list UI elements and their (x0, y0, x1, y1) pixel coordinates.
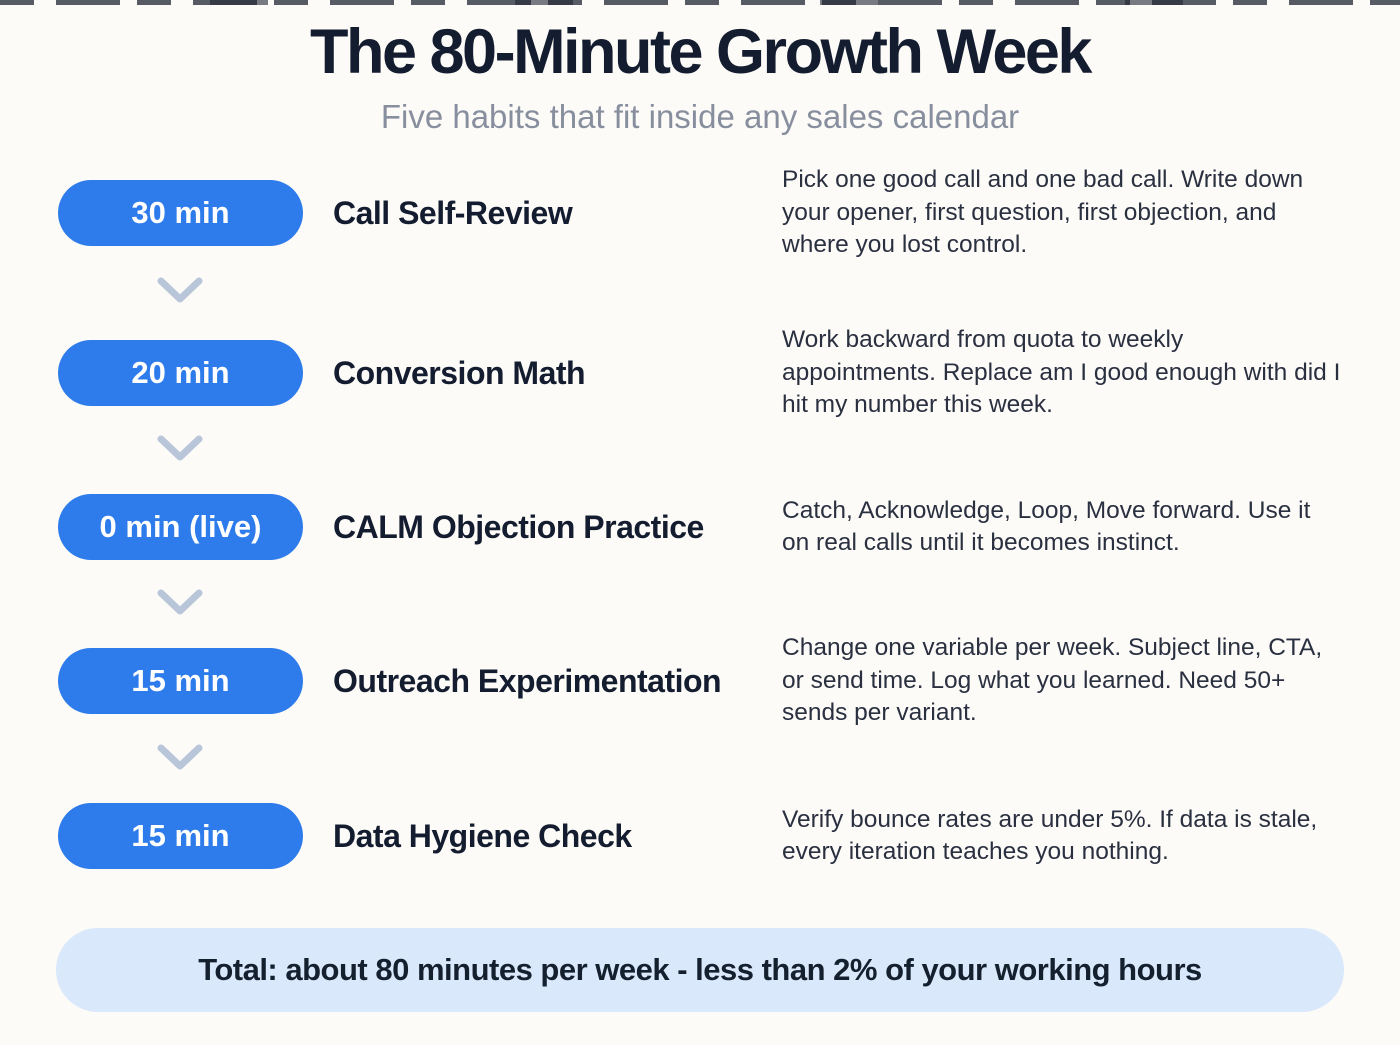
habit-description: Catch, Acknowledge, Loop, Move forward. … (782, 496, 1311, 557)
duration-pill: 30 min (58, 180, 303, 246)
habit-title: Outreach Experimentation (333, 662, 722, 699)
habit-description: Change one variable per week. Subject li… (782, 634, 1323, 727)
top-edge-artifact (0, 0, 1400, 5)
habit-title: Conversion Math (333, 354, 586, 391)
habit-title: Data Hygiene Check (333, 817, 632, 854)
page-subtitle: Five habits that fit inside any sales ca… (380, 98, 1020, 135)
total-summary-banner: Total: about 80 minutes per week - less … (56, 928, 1344, 1012)
duration-pill: 15 min (58, 648, 303, 714)
habit-title: CALM Objection Practice (333, 508, 704, 545)
chevron-down-icon (157, 744, 203, 770)
duration-pill: 20 min (58, 340, 303, 406)
duration-pill: 15 min (58, 803, 303, 869)
habit-row-data-hygiene-check: 15 min Data Hygiene Check Verify bounce … (58, 803, 1358, 869)
habit-title: Call Self-Review (333, 194, 573, 231)
chevron-down-icon (157, 277, 203, 303)
habit-row-conversion-math: 20 min Conversion Math Work backward fro… (58, 326, 1358, 418)
chevron-down-icon (157, 589, 203, 615)
duration-pill: 0 min (live) (58, 494, 303, 560)
habit-row-call-self-review: 30 min Call Self-Review Pick one good ca… (58, 166, 1358, 258)
habit-description: Pick one good call and one bad call. Wri… (782, 166, 1304, 259)
habit-row-outreach-experimentation: 15 min Outreach Experimentation Change o… (58, 634, 1358, 726)
chevron-down-icon (157, 435, 203, 461)
habit-description: Work backward from quota to weekly appoi… (782, 326, 1341, 419)
habit-row-calm-objection-practice: 0 min (live) CALM Objection Practice Cat… (58, 494, 1358, 560)
habit-description: Verify bounce rates are under 5%. If dat… (782, 805, 1318, 866)
page-title: The 80-Minute Growth Week (310, 17, 1092, 87)
